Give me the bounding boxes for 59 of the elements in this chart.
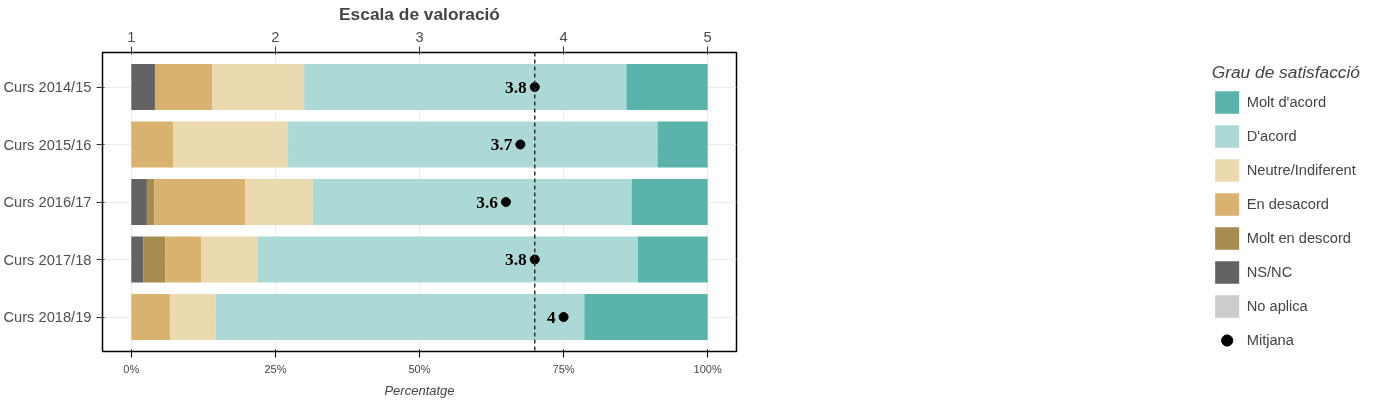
- bar: [173, 121, 289, 168]
- x-tick-label: 75%: [552, 362, 575, 375]
- data-label: 3.8: [505, 250, 528, 269]
- y-tick-label: Curs 2018/19: [3, 309, 92, 325]
- x2-tick-label: 2: [271, 28, 280, 45]
- data-label: 3.7: [490, 135, 513, 154]
- legend-label: Molt en descord: [1246, 230, 1351, 246]
- data-label: 4: [546, 307, 556, 327]
- legend-label: Molt d'acord: [1246, 94, 1327, 110]
- point: [515, 139, 526, 150]
- bar: [146, 179, 155, 225]
- bar: [584, 294, 708, 340]
- bar: [131, 236, 144, 283]
- x-axis-title: Percentatge: [384, 382, 455, 398]
- legend-label: D'acord: [1246, 128, 1297, 144]
- y-tick-label: Curs 2016/17: [3, 194, 92, 210]
- bar: [212, 64, 305, 110]
- bar: [215, 294, 585, 340]
- legend-label: No aplica: [1246, 298, 1308, 314]
- point: [500, 197, 511, 207]
- y-tick-label: Curs 2017/18: [3, 251, 92, 268]
- x2-tick-label: 3: [415, 28, 424, 45]
- x2-tick-label: 1: [127, 28, 136, 45]
- x-tick-label: 50%: [408, 362, 431, 375]
- legend-label: En desacord: [1246, 196, 1329, 212]
- bar: [631, 179, 708, 225]
- y-tick-label: Curs 2014/15: [3, 79, 92, 95]
- bar: [288, 121, 658, 168]
- x-tick-label: 0%: [123, 362, 140, 375]
- legend-label: Mitjana: [1246, 332, 1294, 348]
- data-label: 3.6: [476, 192, 499, 212]
- bar: [637, 236, 708, 283]
- bar: [257, 236, 638, 283]
- x-tick-label: 100%: [693, 362, 722, 375]
- bar: [154, 64, 213, 110]
- legend-title: Grau de satisfacció: [1211, 62, 1360, 83]
- bar: [304, 64, 627, 110]
- data-label: 3.8: [505, 77, 528, 97]
- bar: [143, 236, 166, 283]
- bar: [201, 236, 258, 283]
- x-tick-label: 25%: [264, 362, 287, 375]
- point: [558, 312, 569, 322]
- x2-axis-title: Escala de valoració: [339, 3, 500, 24]
- x2-tick-label: 5: [703, 28, 712, 45]
- bar: [131, 121, 174, 168]
- bar: [154, 179, 246, 225]
- bar: [131, 179, 147, 225]
- bar: [131, 64, 155, 110]
- bar: [165, 236, 202, 283]
- y-tick-label: Curs 2015/16: [3, 136, 92, 153]
- legend-label: NS/NC: [1246, 264, 1293, 280]
- legend-label: Neutre/Indiferent: [1246, 162, 1356, 178]
- bar: [657, 121, 708, 168]
- bar: [131, 294, 170, 340]
- bar: [169, 294, 216, 340]
- bar: [312, 179, 632, 225]
- x2-tick-label: 4: [559, 28, 568, 45]
- bar: [245, 179, 313, 225]
- bar: [626, 64, 708, 110]
